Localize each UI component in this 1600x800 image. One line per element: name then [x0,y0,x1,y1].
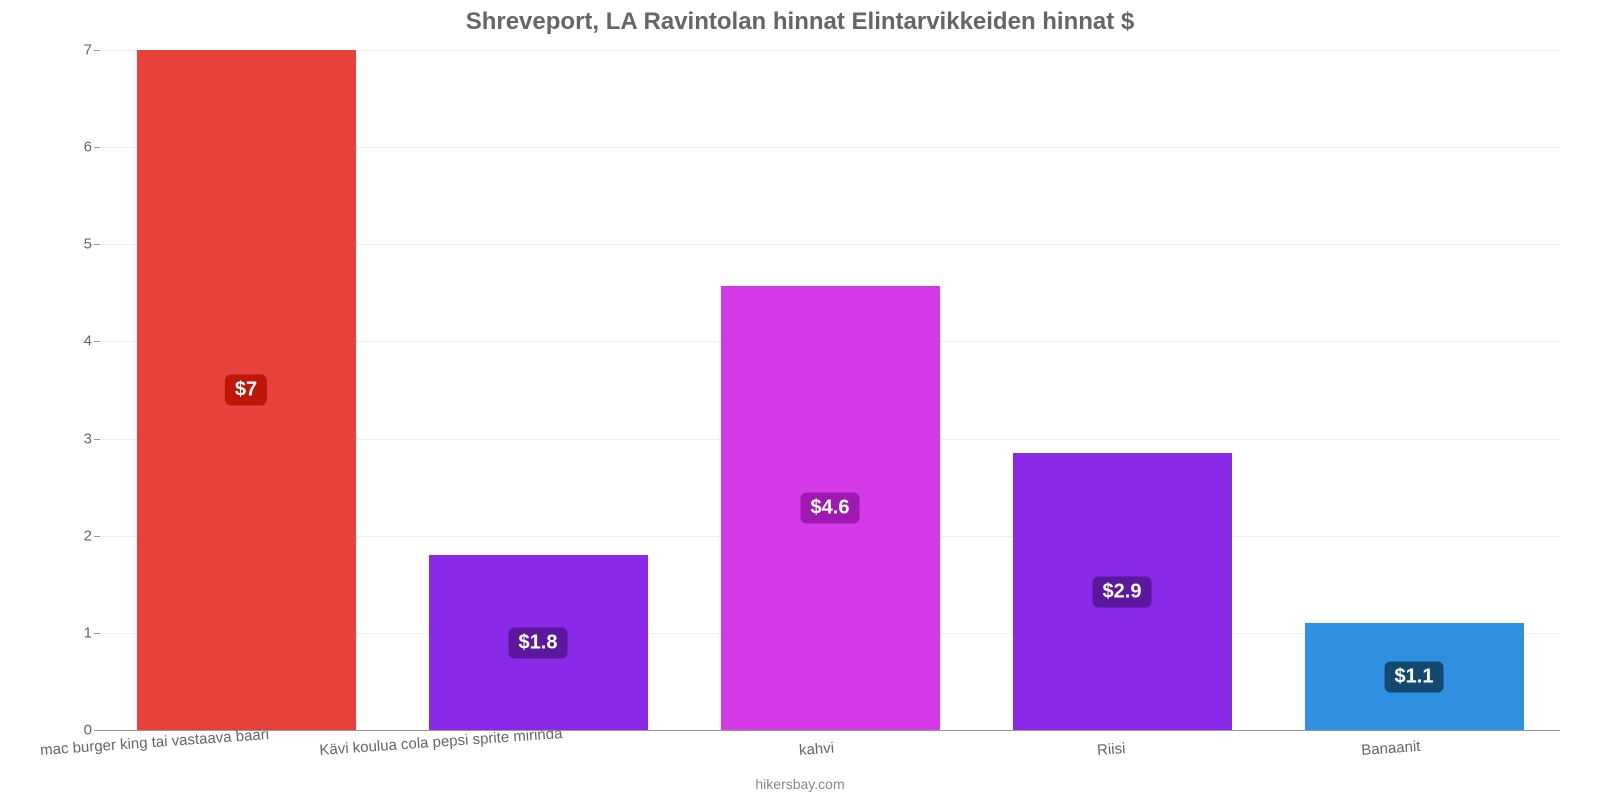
bar: $4.6 [721,286,940,730]
bar: $7 [137,50,356,730]
y-tick-mark [94,244,100,245]
y-tick-mark [94,439,100,440]
x-category-label: Banaanit [1361,738,1421,759]
y-tick-mark [94,341,100,342]
bar-value-label: $4.6 [801,493,860,524]
bar: $1.8 [429,555,648,730]
y-tick-mark [94,730,100,731]
chart-footer: hikersbay.com [0,776,1600,792]
y-tick-mark [94,633,100,634]
bar: $2.9 [1013,453,1232,730]
bar-value-label: $7 [225,375,267,406]
bar: $1.1 [1305,623,1524,730]
bar-value-label: $1.1 [1385,661,1444,692]
price-bar-chart: Shreveport, LA Ravintolan hinnat Elintar… [0,0,1600,800]
chart-title: Shreveport, LA Ravintolan hinnat Elintar… [0,8,1600,36]
x-category-label: Riisi [1096,740,1125,759]
y-tick-mark [94,147,100,148]
bar-value-label: $2.9 [1093,576,1152,607]
plot-area: 01234567$7mac burger king tai vastaava b… [100,50,1560,730]
x-axis-line [94,730,1560,731]
y-tick-mark [94,536,100,537]
bar-value-label: $1.8 [509,627,568,658]
x-category-label: kahvi [798,740,834,759]
y-tick-mark [94,50,100,51]
